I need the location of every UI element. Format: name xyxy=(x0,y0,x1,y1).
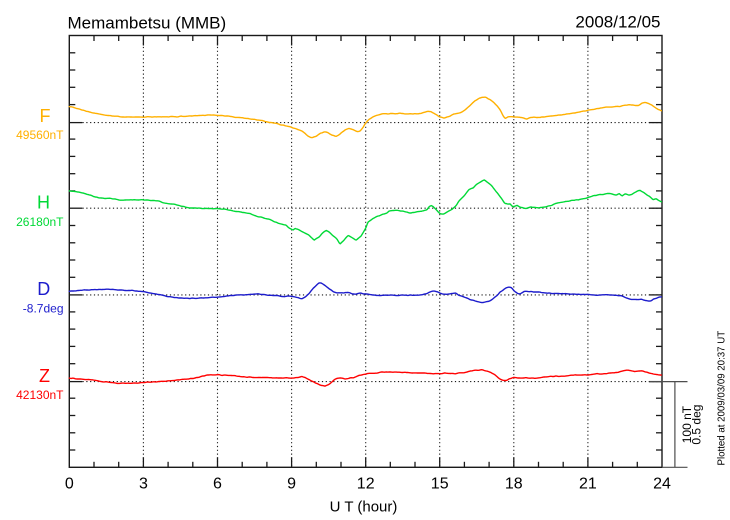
svg-text:D: D xyxy=(37,279,50,299)
svg-text:0: 0 xyxy=(65,476,74,493)
svg-text:12: 12 xyxy=(357,476,375,493)
svg-text:49560nT: 49560nT xyxy=(16,128,64,142)
svg-text:15: 15 xyxy=(431,476,449,493)
svg-text:9: 9 xyxy=(287,476,296,493)
svg-text:Plotted at 2009/03/09 20:37 UT: Plotted at 2009/03/09 20:37 UT xyxy=(716,331,727,466)
svg-text:21: 21 xyxy=(579,476,597,493)
svg-text:6: 6 xyxy=(213,476,222,493)
svg-text:3: 3 xyxy=(139,476,148,493)
svg-text:2008/12/05: 2008/12/05 xyxy=(575,13,660,32)
svg-text:U T (hour): U T (hour) xyxy=(330,499,398,516)
svg-text:42130nT: 42130nT xyxy=(16,388,64,402)
svg-text:F: F xyxy=(40,106,51,126)
svg-text:-8.7deg: -8.7deg xyxy=(23,302,64,316)
svg-text:18: 18 xyxy=(505,476,523,493)
svg-text:Memambetsu (MMB): Memambetsu (MMB) xyxy=(68,14,227,33)
svg-text:0.5 deg: 0.5 deg xyxy=(690,405,704,445)
svg-text:24: 24 xyxy=(653,476,671,493)
svg-text:H: H xyxy=(37,193,50,213)
svg-text:26180nT: 26180nT xyxy=(16,215,64,229)
svg-text:100 nT: 100 nT xyxy=(680,405,694,443)
svg-text:Z: Z xyxy=(39,366,50,386)
